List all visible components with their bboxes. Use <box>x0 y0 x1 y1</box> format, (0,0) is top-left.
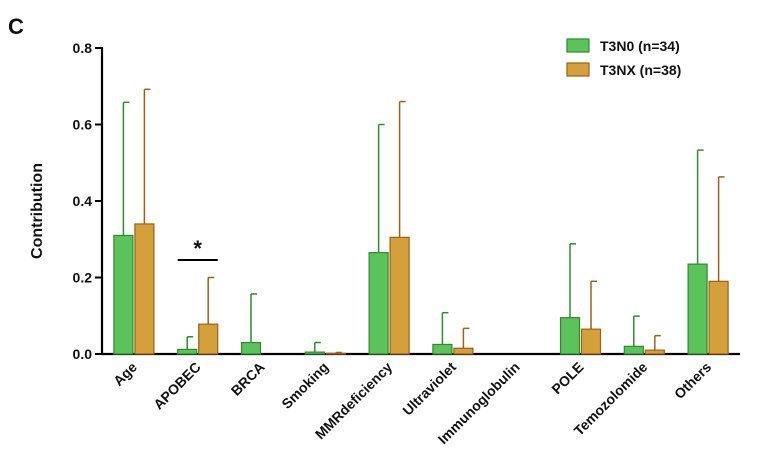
bar-t3n0 <box>113 234 134 355</box>
legend: T3N0 (n=34) T3NX (n=38) <box>566 38 681 78</box>
bar-t3nx <box>708 280 729 355</box>
category-label: Smoking <box>278 359 331 412</box>
legend-label: T3N0 (n=34) <box>600 38 680 54</box>
category-label: BRCA <box>228 359 268 399</box>
y-tick-label: 0.8 <box>73 40 93 56</box>
legend-label: T3NX (n=38) <box>600 62 681 78</box>
significance-marker: * <box>193 236 202 261</box>
bar-t3n0 <box>687 263 708 355</box>
bar-t3nx <box>134 223 155 355</box>
panel-label: C <box>8 14 24 39</box>
bar-t3nx <box>453 347 474 355</box>
bar-t3n0 <box>368 252 389 355</box>
bar-t3n0 <box>559 317 581 355</box>
bar-t3n0 <box>623 345 644 355</box>
legend-swatch <box>566 38 590 53</box>
y-tick-label: 0.6 <box>73 117 93 133</box>
bar-t3nx <box>198 323 219 355</box>
bars-layer: * <box>113 88 729 355</box>
category-label: Ultraviolet <box>399 359 459 419</box>
bar-t3nx <box>644 349 665 355</box>
bar-t3nx <box>389 236 410 355</box>
category-label: APOBEC <box>150 359 204 413</box>
legend-swatch <box>566 62 590 77</box>
y-tick-label: 0.2 <box>73 270 93 286</box>
category-label: POLE <box>548 359 586 397</box>
bar-t3nx <box>325 352 346 355</box>
bar-t3nx <box>580 328 602 355</box>
bar-t3n0 <box>240 341 262 355</box>
bar-t3n0 <box>304 351 325 355</box>
bar-t3n0 <box>432 343 453 355</box>
bar-t3n0 <box>177 348 198 355</box>
y-tick-label: 0.4 <box>73 193 93 209</box>
y-axis-title: Contribution <box>29 163 46 259</box>
category-label: Others <box>671 359 714 402</box>
y-tick-label: 0.0 <box>73 346 93 362</box>
category-label: Age <box>110 359 140 389</box>
